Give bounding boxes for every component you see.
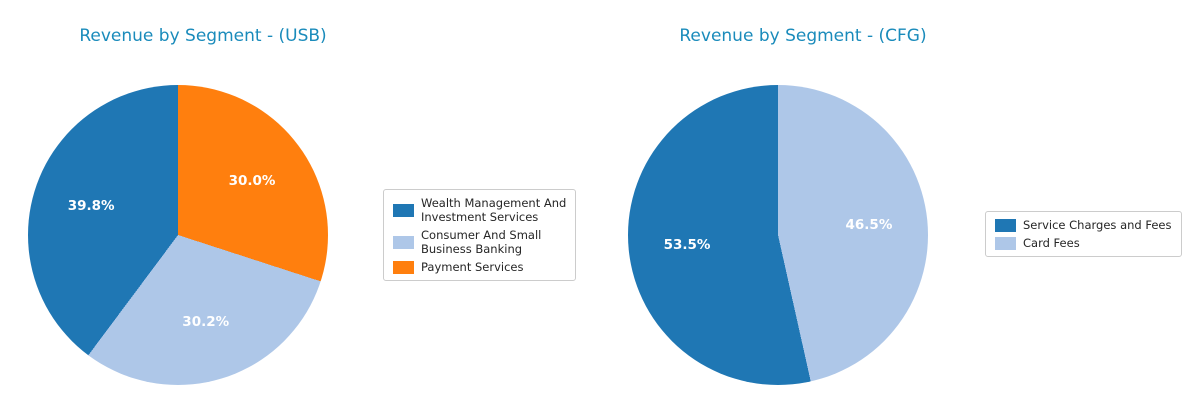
chart-title-usb: Revenue by Segment - (USB)	[79, 26, 327, 46]
pie-slice-percent-label: 30.0%	[228, 173, 276, 190]
legend-label: Wealth Management And Investment Service…	[421, 196, 567, 225]
pie-slice-percent-label: 39.8%	[67, 198, 115, 215]
legend-cfg: Service Charges and Fees Card Fees	[985, 211, 1182, 258]
legend-label: Card Fees	[1023, 236, 1080, 251]
legend-swatch	[393, 203, 414, 217]
legend-swatch	[393, 235, 414, 249]
pie-slice-percent-label: 30.2%	[182, 314, 230, 331]
legend-label: Service Charges and Fees	[1023, 218, 1172, 232]
legend-label: Consumer And Small Business Banking	[421, 228, 542, 257]
chart-title-cfg: Revenue by Segment - (CFG)	[679, 26, 927, 46]
pie-usb: 39.8% 30.2% 30.0%	[28, 85, 328, 385]
pie-slice-percent-label: 46.5%	[845, 216, 893, 233]
legend-item: Consumer And Small Business Banking	[393, 228, 566, 256]
legend-usb: Wealth Management And Investment Service…	[383, 189, 577, 282]
chart-usb: Revenue by Segment - (USB) 39.8% 30.2% 30.…	[28, 26, 577, 385]
legend-swatch	[393, 260, 414, 274]
legend-item: Payment Services	[393, 260, 566, 274]
legend-item: Card Fees	[995, 236, 1172, 250]
chart-cfg: Revenue by Segment - (CFG) 53.5% 46.5% Se…	[600, 0, 1200, 407]
legend-item: Service Charges and Fees	[995, 218, 1172, 232]
legend-swatch	[995, 218, 1016, 232]
pie-slice-percent-label: 53.5%	[663, 237, 711, 254]
legend-item: Wealth Management And Investment Service…	[393, 196, 566, 224]
legend-label: Payment Services	[421, 260, 524, 275]
pie-cfg: 53.5% 46.5%	[628, 85, 928, 385]
legend-swatch	[995, 236, 1016, 250]
